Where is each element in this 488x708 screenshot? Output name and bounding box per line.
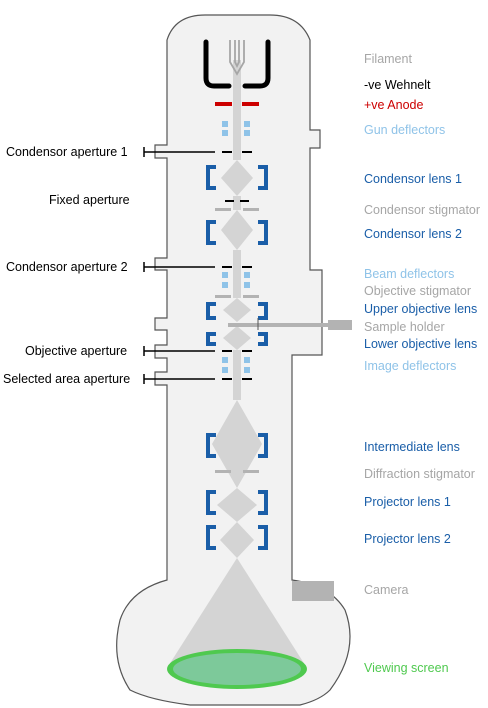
label-condensor-aperture-1: Condensor aperture 1 <box>6 145 128 159</box>
label-anode: +ve Anode <box>364 98 423 112</box>
label-projector-lens-2: Projector lens 2 <box>364 532 451 546</box>
left-leader-lines <box>143 147 215 384</box>
label-objective-aperture: Objective aperture <box>25 344 127 358</box>
label-condensor-stigmator: Condensor stigmator <box>364 203 480 217</box>
left-labels: Condensor aperture 1 Fixed aperture Cond… <box>3 145 130 386</box>
anode-right <box>242 102 259 106</box>
objective-aperture-bars <box>222 350 252 352</box>
label-fixed-aperture: Fixed aperture <box>49 193 130 207</box>
camera-block <box>292 581 334 601</box>
condensor-lens-1-poles <box>206 165 268 190</box>
intermediate-lens-poles <box>206 433 268 458</box>
label-condensor-lens-2: Condensor lens 2 <box>364 227 462 241</box>
label-camera: Camera <box>364 583 409 597</box>
label-condensor-lens-1: Condensor lens 1 <box>364 172 462 186</box>
label-upper-objective-lens: Upper objective lens <box>364 302 477 316</box>
label-viewing-screen: Viewing screen <box>364 661 449 675</box>
label-gun-deflectors: Gun deflectors <box>364 123 445 137</box>
sample-holder-handle <box>328 320 352 330</box>
diffraction-stigmator-bars <box>215 470 259 473</box>
label-diffraction-stigmator: Diffraction stigmator <box>364 467 475 481</box>
label-objective-stigmator: Objective stigmator <box>364 284 471 298</box>
electron-beam <box>167 60 307 668</box>
label-selected-area-aperture: Selected area aperture <box>3 372 130 386</box>
projector-lens-1-poles <box>206 490 268 515</box>
condensor-aperture-1-bars <box>222 151 252 153</box>
wehnelt-right <box>242 39 271 89</box>
objective-stigmator-bars <box>215 295 259 298</box>
label-intermediate-lens: Intermediate lens <box>364 440 460 454</box>
label-filament: Filament <box>364 52 412 66</box>
beam-deflectors-blocks <box>222 272 250 288</box>
wehnelt-left <box>203 39 232 89</box>
projector-lens-2-poles <box>206 525 268 550</box>
upper-objective-lens-poles <box>206 302 268 320</box>
anode-left <box>215 102 232 106</box>
label-projector-lens-1: Projector lens 1 <box>364 495 451 509</box>
label-condensor-aperture-2: Condensor aperture 2 <box>6 260 128 274</box>
viewing-screen-fill <box>173 653 301 685</box>
condensor-stigmator-bars <box>215 208 259 211</box>
sample-holder-rod <box>228 323 328 327</box>
label-lower-objective-lens: Lower objective lens <box>364 337 477 351</box>
image-deflectors-blocks <box>222 357 250 373</box>
condensor-aperture-2-bars <box>222 266 252 268</box>
label-image-deflectors: Image deflectors <box>364 359 456 373</box>
label-beam-deflectors: Beam deflectors <box>364 267 454 281</box>
lower-objective-lens-poles <box>206 332 268 346</box>
fixed-aperture-bars <box>225 200 249 202</box>
filament-shape <box>229 40 245 76</box>
gun-deflectors-blocks <box>222 121 250 136</box>
label-wehnelt: -ve Wehnelt <box>364 78 431 92</box>
right-labels: Filament -ve Wehnelt +ve Anode Gun defle… <box>364 52 480 675</box>
selected-area-aperture-bars <box>222 378 252 380</box>
label-sample-holder: Sample holder <box>364 320 445 334</box>
condensor-lens-2-poles <box>206 220 268 245</box>
